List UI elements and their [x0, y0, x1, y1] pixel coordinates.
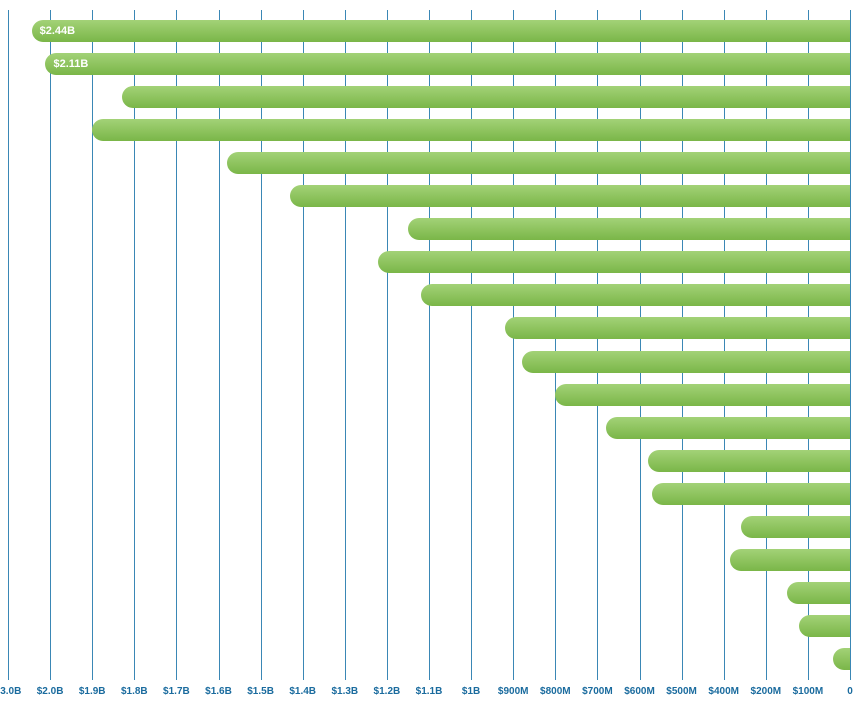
bar-row — [8, 180, 850, 213]
bar — [799, 615, 850, 637]
x-tick-label: $1.3B — [331, 686, 358, 697]
bar-row — [8, 279, 850, 312]
x-tick-label: $500M — [666, 686, 697, 697]
x-tick-label: $100M — [793, 686, 824, 697]
bar — [290, 185, 850, 207]
bar-row: $2.44B — [8, 14, 850, 47]
bar-row — [8, 312, 850, 345]
x-tick-label: $900M — [498, 686, 529, 697]
bar-row — [8, 345, 850, 378]
bar-row — [8, 511, 850, 544]
bar — [92, 119, 850, 141]
bar — [505, 317, 850, 339]
x-tick-label: $1.7B — [163, 686, 190, 697]
bar — [741, 516, 850, 538]
x-tick-label: $1.1B — [416, 686, 443, 697]
bar — [522, 351, 850, 373]
gridline — [850, 10, 851, 680]
bar — [787, 582, 850, 604]
x-tick-label: $700M — [582, 686, 613, 697]
x-tick-label: $1B — [462, 686, 480, 697]
x-tick-label: 0 — [847, 686, 853, 697]
bar — [122, 86, 850, 108]
x-tick-label: $400M — [708, 686, 739, 697]
bar-row — [8, 113, 850, 146]
bar-row — [8, 544, 850, 577]
bar-row — [8, 146, 850, 179]
chart-container: $2.44B $2.11B $3.0B $2.0B $1.9B $1.8B $1.7B $1… — [0, 0, 865, 708]
bar — [408, 218, 850, 240]
x-tick-label: $1.4B — [289, 686, 316, 697]
bar — [730, 549, 850, 571]
x-tick-label: $1.6B — [205, 686, 232, 697]
bar-value-label: $2.44B — [40, 25, 75, 37]
x-tick-label: $1.9B — [79, 686, 106, 697]
x-tick-label: $800M — [540, 686, 571, 697]
bar-row — [8, 80, 850, 113]
bar — [652, 483, 850, 505]
bar-value-label: $2.11B — [53, 58, 88, 70]
bar — [555, 384, 850, 406]
x-tick-label: $1.2B — [374, 686, 401, 697]
bar-row — [8, 477, 850, 510]
bar — [833, 648, 850, 670]
x-tick-label: $1.8B — [121, 686, 148, 697]
bar — [227, 152, 850, 174]
bar-row — [8, 643, 850, 676]
bars-layer: $2.44B $2.11B — [8, 14, 850, 676]
x-tick-label: $1.5B — [247, 686, 274, 697]
bar: $2.44B — [32, 20, 850, 42]
bar — [648, 450, 850, 472]
bar-row — [8, 213, 850, 246]
x-tick-label: $2.0B — [37, 686, 64, 697]
bar — [606, 417, 850, 439]
bar-row — [8, 577, 850, 610]
bar-row — [8, 610, 850, 643]
x-tick-label: $200M — [751, 686, 782, 697]
x-tick-label: $600M — [624, 686, 655, 697]
bar-row — [8, 246, 850, 279]
x-tick-label: $3.0B — [0, 686, 21, 697]
bar: $2.11B — [45, 53, 850, 75]
bar-row — [8, 411, 850, 444]
bar — [378, 251, 850, 273]
x-axis: $3.0B$2.0B$1.9B$1.8B$1.7B$1.6B$1.5B$1.4B… — [8, 686, 850, 702]
bar — [421, 284, 850, 306]
bar-row — [8, 444, 850, 477]
bar-row — [8, 378, 850, 411]
bar-row: $2.11B — [8, 47, 850, 80]
plot-area: $2.44B $2.11B — [8, 10, 850, 680]
